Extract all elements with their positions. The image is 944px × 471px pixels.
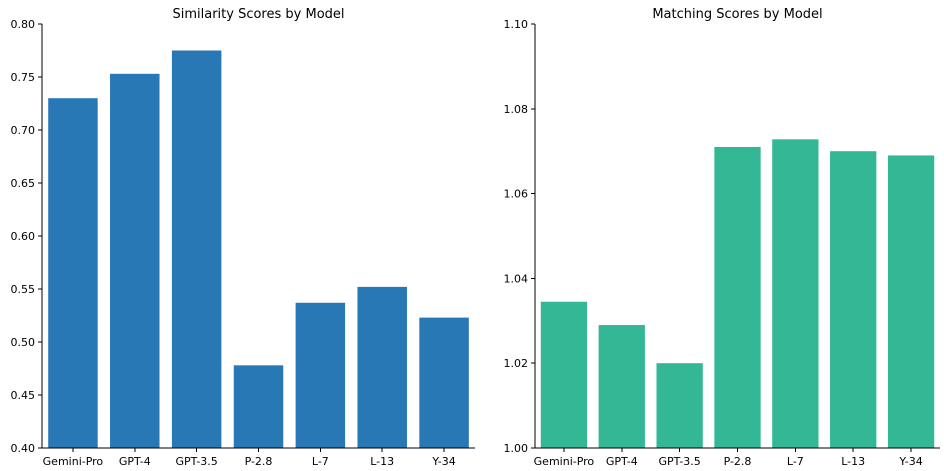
x-tick-label: L-13 (841, 455, 865, 468)
x-tick-label: GPT-3.5 (175, 455, 217, 468)
x-tick-label: GPT-4 (606, 455, 638, 468)
bar-y-34 (887, 155, 935, 448)
bar-p-2-8 (233, 365, 284, 448)
x-tick-label: L-13 (370, 455, 394, 468)
y-tick-label: 0.60 (11, 230, 36, 243)
x-tick-label: GPT-4 (119, 455, 151, 468)
bar-l-7 (295, 302, 346, 448)
x-tick-label: GPT-3.5 (658, 455, 700, 468)
y-tick-label: 0.50 (11, 336, 36, 349)
bar-l-13 (830, 151, 877, 448)
bar-gpt-4 (598, 325, 645, 448)
bar-gpt-4 (110, 73, 160, 448)
bar-gemini-pro (540, 301, 588, 448)
x-tick-label: Y-34 (431, 455, 455, 468)
bar-y-34 (419, 317, 469, 448)
bar-gemini-pro (48, 98, 98, 448)
bar-gpt-3-5 (656, 363, 703, 448)
bar-l-13 (357, 286, 407, 448)
bar-p-2-8 (714, 146, 761, 448)
x-tick-label: Gemini-Pro (43, 455, 104, 468)
x-tick-label: P-2.8 (245, 455, 273, 468)
y-tick-label: 0.70 (11, 124, 36, 137)
y-tick-label: 1.08 (504, 103, 529, 116)
x-tick-label: Gemini-Pro (534, 455, 595, 468)
y-tick-label: 1.02 (504, 357, 529, 370)
y-tick-label: 1.10 (504, 18, 529, 31)
chart-panel-1: Similarity Scores by Model Gemini-Pro GPT-… (11, 7, 475, 468)
y-tick-label: 1.04 (504, 272, 529, 285)
y-tick-label: 0.40 (11, 442, 36, 455)
x-tick-label: L-7 (312, 455, 329, 468)
x-tick-label: L-7 (787, 455, 804, 468)
chart-title: Matching Scores by Model (652, 7, 822, 22)
bar-l-7 (772, 139, 819, 448)
x-tick-label: P-2.8 (724, 455, 752, 468)
y-tick-label: 0.80 (11, 18, 36, 31)
bar-gpt-3-5 (171, 50, 222, 448)
y-tick-label: 1.00 (504, 442, 529, 455)
y-tick-label: 0.45 (11, 389, 36, 402)
chart-title: Similarity Scores by Model (172, 7, 344, 22)
chart-panel-2: Matching Scores by Model Gemini-Pro GPT-4 G… (504, 7, 940, 468)
y-tick-label: 1.06 (504, 188, 529, 201)
y-tick-label: 0.75 (11, 71, 36, 84)
y-tick-label: 0.65 (11, 177, 36, 190)
x-tick-label: Y-34 (898, 455, 922, 468)
y-tick-label: 0.55 (11, 283, 36, 296)
